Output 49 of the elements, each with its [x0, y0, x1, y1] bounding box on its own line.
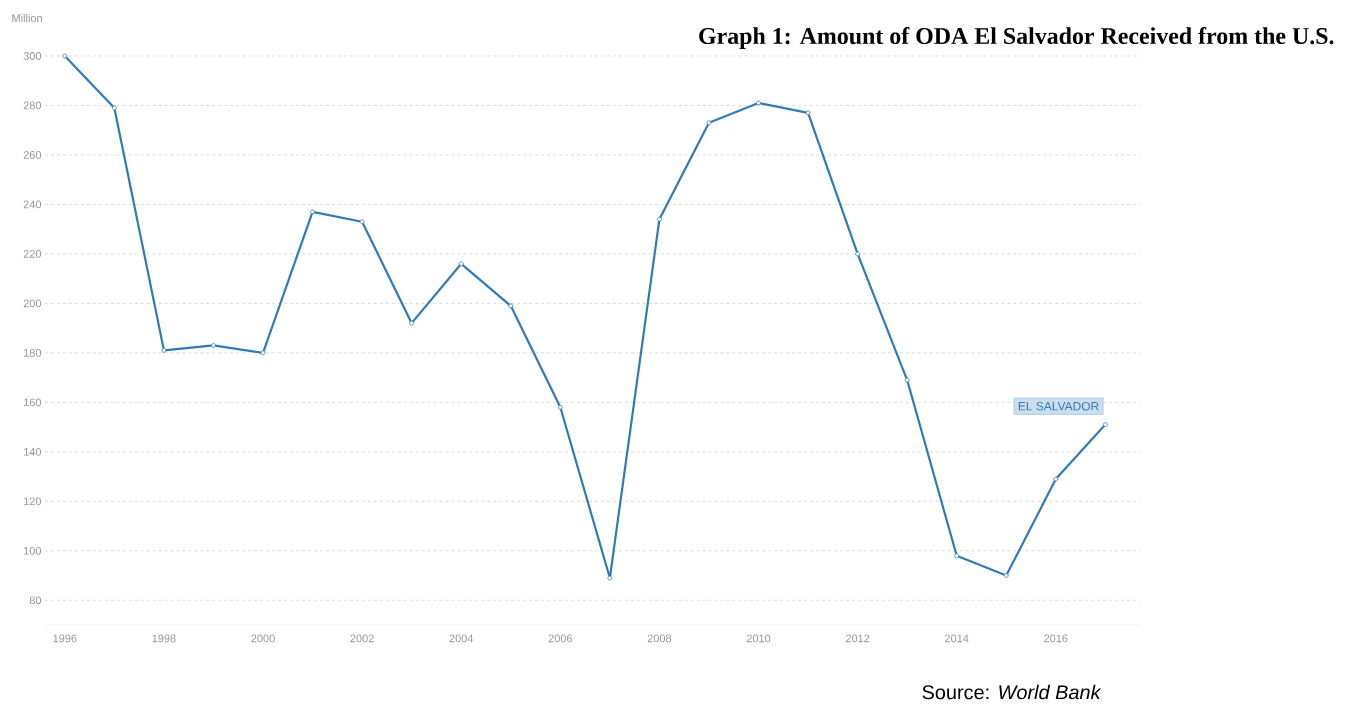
x-tick-label: 2008	[647, 634, 672, 643]
y-tick-label: 260	[23, 151, 42, 159]
point	[557, 404, 563, 410]
x-tick-label: 2006	[548, 634, 573, 643]
x-tick-label: 2004	[449, 634, 474, 643]
y-tick-label: 120	[24, 497, 42, 506]
y-tick-label: 200	[23, 299, 42, 308]
y-tick-label: 180	[24, 348, 42, 357]
y-tick-label: 240	[23, 200, 42, 209]
point	[508, 303, 514, 309]
point	[310, 209, 315, 215]
y-tick-label: 300	[23, 52, 42, 60]
point	[111, 105, 117, 111]
point	[1003, 573, 1009, 578]
x-tick-label: 2014	[945, 634, 969, 643]
point	[607, 575, 613, 581]
point	[409, 320, 415, 326]
y-tick-label: 220	[23, 250, 42, 258]
point	[211, 343, 216, 348]
point	[260, 350, 266, 356]
point	[458, 261, 464, 267]
series-label: EL SALVADOR	[1018, 401, 1099, 411]
x-tick-label: 1996	[53, 634, 77, 643]
x-tick-label: 2000	[251, 634, 275, 643]
x-tick-label: 2016	[1044, 634, 1068, 643]
chart-title: Graph 1: Amount of ODA El Salvador Received from the U.S.	[699, 27, 1334, 49]
y-tick-label: 100	[24, 546, 42, 555]
point	[161, 348, 167, 353]
point	[805, 110, 811, 116]
point	[756, 100, 761, 106]
x-tick-label: 2002	[350, 634, 374, 643]
y-tick-label: 160	[24, 398, 42, 407]
x-tick-label: 2010	[746, 634, 771, 643]
y-axis-title: Million	[12, 13, 42, 23]
source-note: Source: World Bank	[922, 684, 1102, 700]
y-tick-label: 280	[23, 101, 42, 110]
y-tick-label: 80	[29, 596, 42, 605]
point	[954, 553, 960, 559]
point	[706, 120, 712, 126]
x-tick-label: 1998	[152, 634, 176, 643]
point	[359, 219, 365, 225]
point	[1053, 476, 1059, 482]
point	[62, 53, 68, 59]
point	[1102, 422, 1108, 427]
point	[904, 377, 910, 383]
point	[855, 251, 861, 257]
x-tick-label: 2012	[845, 634, 870, 643]
point	[657, 216, 662, 222]
y-tick-label: 140	[24, 447, 42, 456]
